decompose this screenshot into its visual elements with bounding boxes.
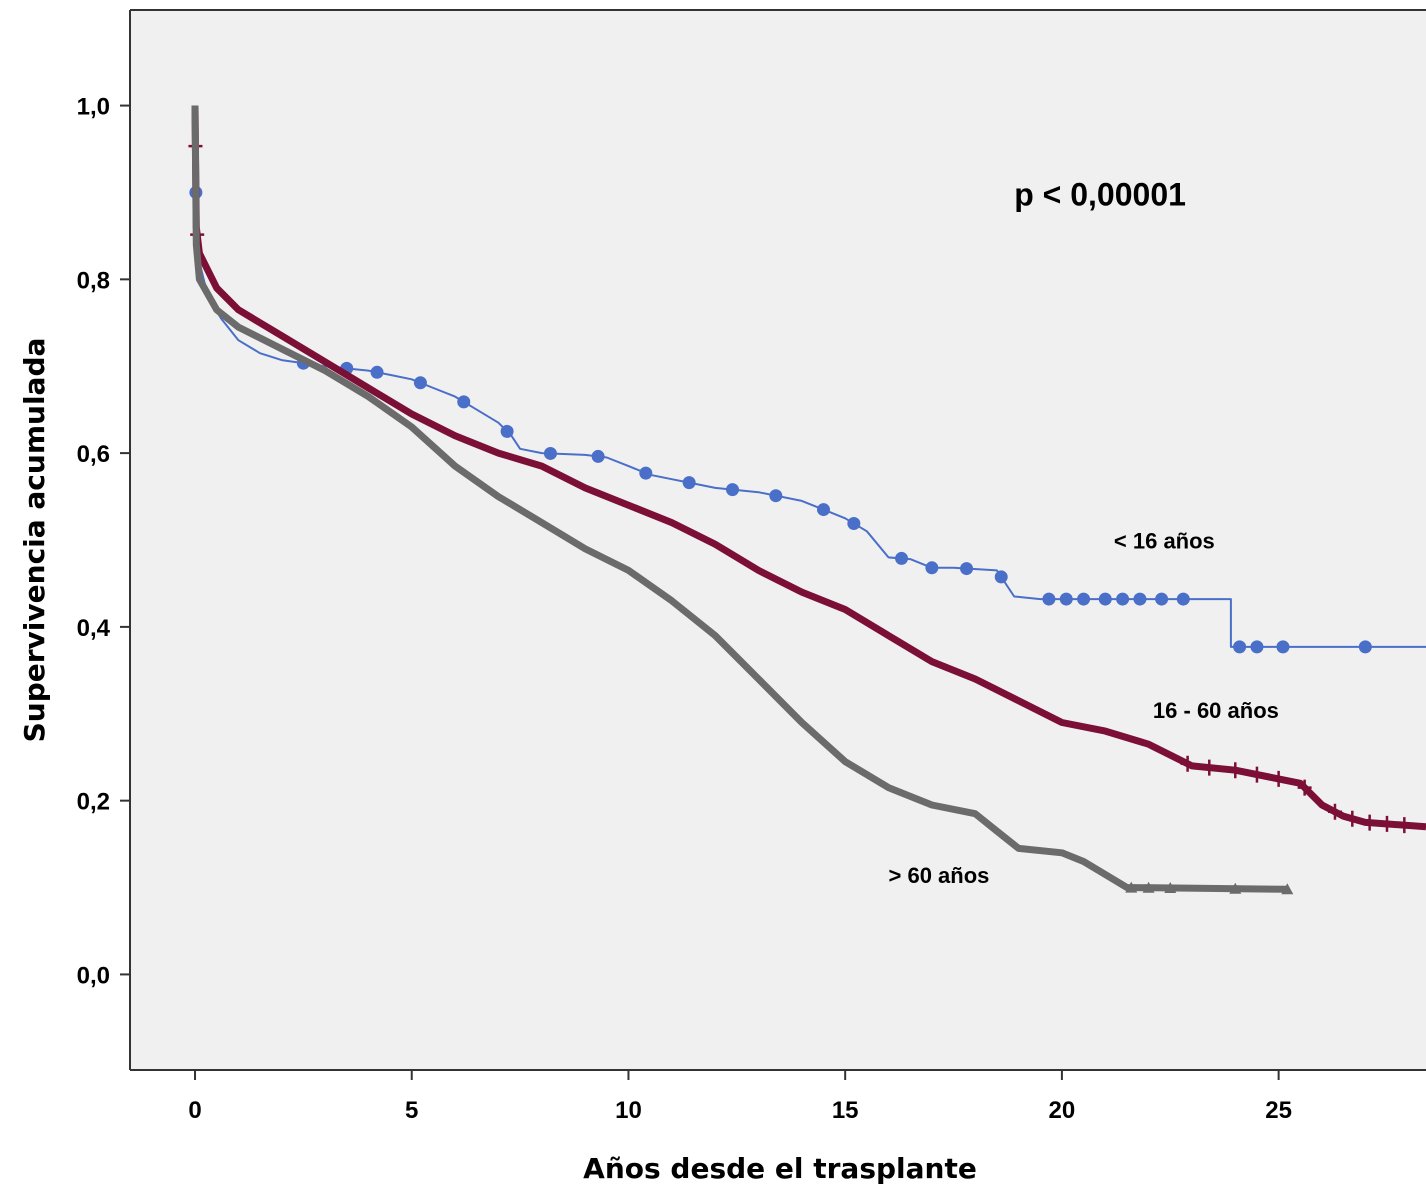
censor-marker <box>1180 755 1195 772</box>
censor-marker <box>1164 882 1177 894</box>
x-axis-ticks: 0 5 10 15 20 25 <box>188 1070 1292 1124</box>
censor-marker <box>1059 592 1073 606</box>
censor-marker <box>591 449 605 463</box>
x-tick-label: 10 <box>615 1097 642 1124</box>
y-axis-title: Supervivencia acumulada <box>18 338 51 743</box>
censor-marker <box>413 376 427 390</box>
x-axis-title: Años desde el trasplante <box>583 1152 977 1185</box>
censor-marker <box>1176 592 1190 606</box>
censor-marker <box>1358 640 1372 654</box>
censor-marker <box>370 365 384 379</box>
annotations: p < 0,00001 < 16 años 16 - 60 años > 60 año… <box>889 176 1279 888</box>
group-label: 16 - 60 años <box>1153 698 1279 723</box>
censor-marker <box>457 395 471 409</box>
censor-marker <box>847 516 861 530</box>
series-line <box>194 105 1426 648</box>
y-tick-label: 1,0 <box>77 94 110 121</box>
censor-marker <box>1249 766 1264 783</box>
y-tick-label: 0,2 <box>77 789 110 816</box>
series-line <box>191 105 1288 893</box>
x-tick-label: 25 <box>1265 1097 1292 1124</box>
censor-marker <box>1362 814 1377 831</box>
x-tick-label: 0 <box>188 1097 201 1124</box>
censor-marker <box>1133 592 1147 606</box>
series-group <box>191 105 1294 895</box>
censor-marker <box>639 466 653 480</box>
y-tick-label: 0,6 <box>77 441 110 468</box>
censor-marker <box>1098 592 1112 606</box>
series-layer <box>188 105 1426 895</box>
censor-marker <box>543 446 557 460</box>
censor-marker <box>1327 803 1342 820</box>
x-tick-label: 5 <box>405 1097 418 1124</box>
censor-marker <box>1229 882 1242 894</box>
group-label: > 60 años <box>889 863 990 888</box>
censor-marker <box>1250 640 1264 654</box>
p-value-label: p < 0,00001 <box>1014 176 1186 212</box>
censor-marker <box>1271 770 1286 787</box>
group-label: < 16 años <box>1114 529 1215 554</box>
y-axis-ticks: 0,0 0,2 0,4 0,6 0,8 1,0 <box>77 94 130 989</box>
censor-marker <box>1276 640 1290 654</box>
censor-marker <box>895 551 909 565</box>
censor-marker <box>1042 592 1056 606</box>
x-tick-label: 15 <box>832 1097 859 1124</box>
censor-marker <box>1281 883 1294 895</box>
censor-marker <box>817 503 831 517</box>
censor-marker <box>1233 640 1247 654</box>
y-tick-label: 0,8 <box>77 267 110 294</box>
censor-marker <box>1142 881 1155 893</box>
censor-marker <box>1228 762 1243 779</box>
censor-marker <box>1125 881 1138 893</box>
censor-marker <box>725 483 739 497</box>
censor-marker <box>1116 592 1130 606</box>
censor-marker <box>1345 810 1360 827</box>
plot-area <box>130 10 1426 1070</box>
y-tick-label: 0,4 <box>77 615 111 642</box>
censor-marker <box>1155 592 1169 606</box>
censor-marker <box>682 476 696 490</box>
censor-marker <box>769 489 783 503</box>
censor-marker <box>994 570 1008 584</box>
censor-marker <box>925 561 939 575</box>
censor-marker <box>1397 817 1412 834</box>
y-tick-label: 0,0 <box>77 962 110 989</box>
censor-marker <box>1077 592 1091 606</box>
censor-marker <box>500 424 514 438</box>
censor-marker <box>1202 759 1217 776</box>
x-tick-label: 20 <box>1049 1097 1076 1124</box>
censor-marker <box>1379 815 1394 832</box>
series-group <box>189 105 1426 654</box>
censor-marker <box>1297 779 1312 796</box>
censor-marker <box>960 562 974 576</box>
